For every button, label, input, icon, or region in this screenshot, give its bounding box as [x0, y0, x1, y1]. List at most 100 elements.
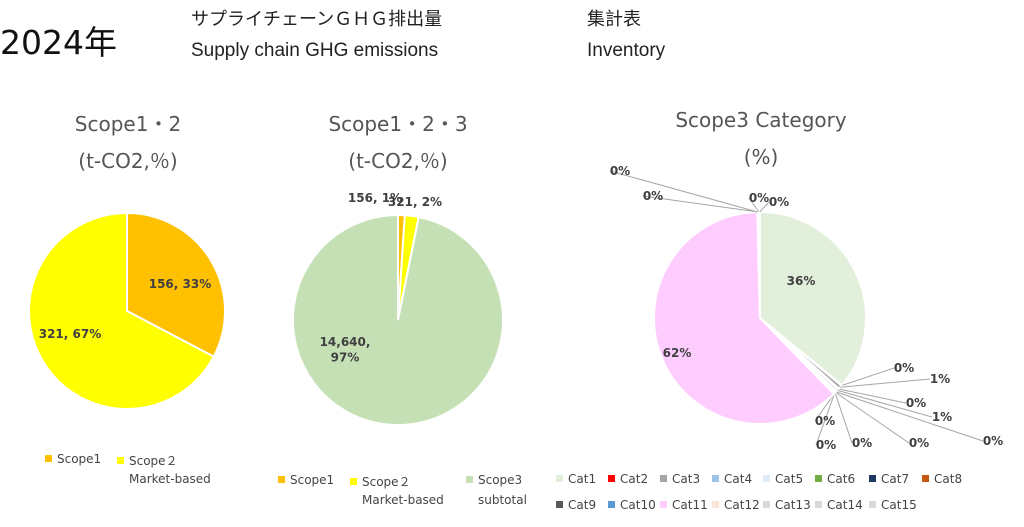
title-en-inventory: Inventory [587, 40, 666, 61]
title-en: Supply chain GHG emissions [191, 40, 439, 61]
chart2-legend-scope1-label: Scope1 [290, 473, 335, 487]
chart3-label-cat3: 1% [930, 372, 950, 386]
chart3-legend-cat8-swatch [922, 475, 929, 482]
chart2-legend-scope1-swatch [278, 476, 285, 483]
chart3-leader-cat7 [835, 391, 910, 444]
chart3-leader-cat2 [841, 367, 895, 386]
chart3-label-cat5: 1% [932, 410, 952, 424]
chart3-legend-cat3: Cat3 [660, 472, 700, 486]
chart2-legend-scope3-swatch [466, 476, 473, 483]
chart3-legend-cat1-label: Cat1 [568, 472, 597, 486]
chart3-legend-cat3-swatch [660, 475, 667, 482]
chart3-legend-cat7-swatch [869, 475, 876, 482]
chart3-legend-cat5-swatch [763, 475, 770, 482]
chart3-slice-cat11 [653, 211, 836, 425]
chart3-legend-cat1: Cat1 [556, 472, 596, 486]
chart3-leader-cat15 [759, 201, 770, 213]
chart3-legend-cat6-swatch [815, 475, 822, 482]
chart3-leader-cat10 [814, 393, 835, 422]
chart3-label-cat11: 62% [663, 346, 692, 360]
chart3-legend-cat6: Cat6 [815, 472, 855, 486]
chart3-legend-cat14-label: Cat14 [827, 498, 863, 512]
chart3-legend-cat2: Cat2 [608, 472, 648, 486]
chart3-label-cat6: 0% [983, 434, 1003, 448]
chart1-legend-scope1: Scope1 [45, 452, 101, 466]
chart3-title: Scope3 Category [675, 108, 847, 132]
chart2-legend-scope2-label: Scope２ [362, 475, 411, 489]
chart2-legend-scope3-label: Scope3 [478, 473, 523, 487]
chart3-leader-cat12 [609, 170, 758, 213]
chart3-legend-cat10-label: Cat10 [620, 498, 656, 512]
chart3-legend-cat13-swatch [763, 501, 770, 508]
chart3-legend-cat14: Cat14 [815, 498, 863, 512]
chart3-legend-cat11-swatch [660, 501, 667, 508]
chart3-label-cat8: 0% [852, 436, 872, 450]
chart3-legend-cat15: Cat15 [869, 498, 917, 512]
chart3-leader-cat6 [835, 391, 984, 442]
chart3-legend-cat15-swatch [869, 501, 876, 508]
chart1-legend-scope2-swatch [117, 457, 124, 464]
chart3-legend-cat6-label: Cat6 [827, 472, 856, 486]
chart2-title: Scope1・2・3 [328, 112, 468, 136]
chart3-legend-cat4-label: Cat4 [724, 472, 753, 486]
chart3-label-cat14: 0% [749, 191, 769, 205]
chart3-legend-cat12-swatch [712, 501, 719, 508]
chart2-legend-scope3: Scope3 [466, 473, 522, 487]
chart2-subtitle: (t-CO2,％) [348, 149, 448, 173]
chart3-label-cat15: 0% [769, 195, 789, 209]
chart1-legend-scope2-label-line2: Market-based [129, 472, 211, 486]
chart3-legend-cat11-label: Cat11 [672, 498, 708, 512]
chart3-legend-cat5: Cat5 [763, 472, 803, 486]
year-heading: 2024年 [0, 23, 117, 62]
chart1-legend-scope2: Scope２ [117, 452, 178, 469]
chart3-leader-cat13 [642, 195, 759, 213]
chart1-slice-scope1 [126, 211, 226, 358]
chart3-legend-cat1-swatch [556, 475, 563, 482]
chart1-legend-scope1-swatch [45, 455, 52, 462]
chart3-legend-cat9: Cat9 [556, 498, 596, 512]
chart2-legend-scope2-swatch [350, 478, 357, 485]
chart3-legend-cat9-swatch [556, 501, 563, 508]
chart2-legend-scope2: Scope２ [350, 473, 411, 490]
chart3-legend-cat10-swatch [608, 501, 615, 508]
chart3-legend-cat14-swatch [815, 501, 822, 508]
chart2-legend-scope2-label-line2: Market-based [362, 493, 444, 507]
chart2-label-scope3-subtotal: 14,640, 97% [320, 335, 371, 365]
chart3-legend-cat7: Cat7 [869, 472, 909, 486]
chart3-legend-cat12-label: Cat12 [724, 498, 760, 512]
chart1-title: Scope1・2 [74, 112, 182, 136]
chart2-label-scope-market-based: 321, 2% [388, 195, 442, 209]
chart3-legend-cat12: Cat12 [712, 498, 760, 512]
chart1-subtitle: (t-CO2,％) [78, 149, 178, 173]
chart3-leader-cat14 [748, 197, 760, 213]
title-jp-inventory: 集計表 [587, 9, 641, 30]
chart3-leader-cat4 [838, 388, 907, 404]
chart2-legend-scope1: Scope1 [278, 473, 334, 487]
chart3-legend-cat3-label: Cat3 [672, 472, 701, 486]
chart2-legend-scope3-label-line2: subtotal [478, 493, 527, 507]
chart3-leader-cat9 [815, 393, 836, 446]
chart3-label-cat13: 0% [643, 189, 663, 203]
chart3-label-cat7: 0% [909, 436, 929, 450]
chart3-leader-cat8 [834, 392, 853, 444]
chart3-subtitle: (%) [743, 145, 779, 169]
chart3-slice-cat15 [758, 210, 761, 319]
chart1-label-scope1: 156, 33% [149, 277, 212, 291]
chart3-legend-cat2-swatch [608, 475, 615, 482]
chart1-label-scope-market-based: 321, 67% [39, 327, 102, 341]
chart3-legend-cat4: Cat4 [712, 472, 752, 486]
chart1-legend-scope2-label: Scope２ [129, 454, 178, 468]
chart3-legend-cat5-label: Cat5 [775, 472, 804, 486]
chart3-label-cat4: 0% [906, 396, 926, 410]
chart3-legend-cat8: Cat8 [922, 472, 962, 486]
chart3-leader-cat3 [840, 378, 931, 388]
chart3-legend-cat7-label: Cat7 [881, 472, 910, 486]
chart3-slice-cat1 [759, 210, 867, 387]
chart2-slice-scope3-subtotal [292, 213, 504, 426]
chart3-legend-cat13: Cat13 [763, 498, 811, 512]
title-jp: サプライチェーンＧＨＧ排出量 [191, 9, 443, 30]
chart3-legend-cat10: Cat10 [608, 498, 656, 512]
chart1-legend-scope1-label: Scope1 [57, 452, 102, 466]
chart3-legend-cat11: Cat11 [660, 498, 708, 512]
chart3-legend-cat15-label: Cat15 [881, 498, 917, 512]
